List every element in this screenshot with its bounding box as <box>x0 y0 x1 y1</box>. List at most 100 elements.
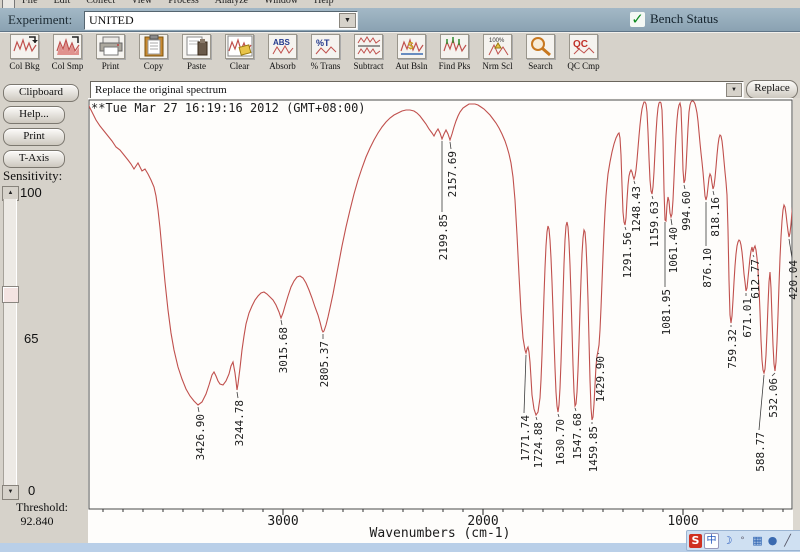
experiment-combobox[interactable]: UNITED ▼ <box>84 11 358 30</box>
search-icon <box>526 34 555 59</box>
toolbar-button-label: Subtract <box>353 61 384 71</box>
chevron-down-icon[interactable]: ▼ <box>339 13 356 28</box>
sensitivity-slider-thumb[interactable] <box>2 286 19 303</box>
svg-text:QC: QC <box>573 39 588 50</box>
print-button[interactable]: Print <box>3 128 65 146</box>
peak-label: 2805.37 <box>318 341 331 388</box>
peak-label: 1724.88 <box>532 422 545 469</box>
spectrum-title: **Tue Mar 27 16:19:16 2012 (GMT+08:00) <box>91 101 366 115</box>
paste-button[interactable]: Paste <box>175 33 218 72</box>
t-axis-button[interactable]: T-Axis <box>3 150 65 168</box>
nrm-scl-button[interactable]: 100% Nrm Scl <box>476 33 519 72</box>
toolbar-button-label: Search <box>528 61 553 71</box>
document-icon <box>2 0 15 8</box>
search-button[interactable]: Search <box>519 33 562 72</box>
find-pks-icon <box>440 34 469 59</box>
menu-item-edit[interactable]: Edit <box>53 0 71 6</box>
peak-label: 1291.56 <box>621 232 634 279</box>
svg-text:$: $ <box>408 41 414 52</box>
col-smp-button[interactable]: Col Smp <box>46 33 89 72</box>
col-bkg-icon <box>10 34 39 59</box>
experiment-label: Experiment: <box>8 12 73 27</box>
peak-label: 1248.43 <box>630 186 643 233</box>
chevron-down-icon[interactable]: ▼ <box>726 83 742 97</box>
peak-label: 759.32 <box>726 329 739 369</box>
sogou-icon[interactable]: S <box>689 533 702 548</box>
x-axis-label: Wavenumbers (cm-1) <box>369 526 511 541</box>
percent-trans-icon: %T <box>311 34 340 59</box>
peak-label: 588.77 <box>754 432 767 472</box>
language-icon[interactable]: 中 <box>704 532 719 549</box>
plot-right-gutter <box>793 98 800 543</box>
spectrum-action-combobox[interactable]: Replace the original spectrum ▼ <box>90 81 744 99</box>
peak-label: 2157.69 <box>446 151 459 198</box>
menu-item-view[interactable]: View <box>131 0 153 6</box>
experiment-combobox-value: UNITED <box>89 13 134 27</box>
toolbar-button-label: Copy <box>143 61 164 71</box>
clear-button[interactable]: Clear <box>218 33 261 72</box>
replace-button[interactable]: Replace <box>746 80 798 99</box>
menu-item-window[interactable]: Window <box>264 0 299 6</box>
toolbar-button-label: Col Bkg <box>9 61 40 71</box>
menu-item-analyze[interactable]: Analyze <box>214 0 249 6</box>
moon-icon[interactable]: ☽ <box>722 533 733 547</box>
qc-cmp-button[interactable]: QC QC Cmp <box>562 33 605 72</box>
menu-item-process[interactable]: Process <box>168 0 199 6</box>
absorb-button[interactable]: ABS Absorb <box>261 33 304 72</box>
spectrum-action-value: Replace the original spectrum <box>95 84 227 96</box>
toolbar: Col Bkg Col Smp Print Copy Paste Clear ABS Abso… <box>0 32 800 74</box>
peak-label: 1081.95 <box>660 289 673 336</box>
clipboard-button[interactable]: Clipboard <box>3 84 79 102</box>
check-icon: ✓ <box>630 9 645 28</box>
sensitivity-max-value: 100 <box>20 185 42 200</box>
peak-label: 818.16 <box>709 197 722 237</box>
peak-label: 2199.85 <box>437 214 450 261</box>
peak-label: 3015.68 <box>277 327 290 374</box>
col-bkg-button[interactable]: Col Bkg <box>3 33 46 72</box>
peak-label: 3244.78 <box>233 400 246 447</box>
toolbar-button-label: Clear <box>229 61 250 71</box>
action-bar: Replace the original spectrum ▼ Replace <box>88 73 800 100</box>
x-tick-label: 1000 <box>667 514 699 529</box>
aut-bsln-button[interactable]: $ Aut Bsln <box>390 33 433 72</box>
copy-button[interactable]: Copy <box>132 33 175 72</box>
wrench-icon[interactable]: ╱ <box>784 533 791 547</box>
peak-label: 420.04 <box>787 260 800 300</box>
peak-label: 1061.40 <box>667 227 680 274</box>
svg-text:%T: %T <box>316 38 330 48</box>
bench-status: ✓ Bench Status <box>630 11 718 27</box>
keyboard-icon[interactable]: ▦ <box>752 533 763 547</box>
peak-label: 1771.74 <box>519 415 532 462</box>
col-smp-icon <box>53 34 82 59</box>
help--button[interactable]: Help... <box>3 106 65 124</box>
bench-status-label: Bench Status <box>650 11 719 26</box>
menu-item-help[interactable]: Help <box>314 0 334 6</box>
find-pks-button[interactable]: Find Pks <box>433 33 476 72</box>
-trans-button[interactable]: %T % Trans <box>304 33 347 72</box>
clear-icon <box>225 34 254 59</box>
toolbar-button-label: Aut Bsln <box>395 61 428 71</box>
peak-label: 994.60 <box>680 191 693 231</box>
toolbar-button-label: QC Cmp <box>567 61 600 71</box>
print-button[interactable]: Print <box>89 33 132 72</box>
toolbar-button-label: Paste <box>187 61 206 71</box>
dot-icon[interactable]: ° <box>740 535 745 546</box>
sensitivity-slider-track[interactable] <box>3 199 17 485</box>
peak-label: 3426.90 <box>194 414 207 461</box>
x-tick-label: 3000 <box>267 514 299 529</box>
person-icon[interactable]: ● <box>767 533 778 547</box>
subtract-button[interactable]: Subtract <box>347 33 390 72</box>
print-icon <box>96 34 125 59</box>
sensitivity-mid-value: 65 <box>24 331 39 346</box>
experiment-bar: Experiment: UNITED ▼ ✓ Bench Status <box>0 8 800 32</box>
toolbar-button-label: Find Pks <box>438 61 471 71</box>
slider-down-arrow-icon[interactable]: ▼ <box>2 485 19 500</box>
peak-label: 1429.90 <box>594 356 607 403</box>
paste-icon <box>182 34 211 59</box>
peak-label: 671.01 <box>741 298 754 338</box>
toolbar-button-label: Print <box>101 61 120 71</box>
copy-icon <box>139 34 168 59</box>
menu-item-file[interactable]: File <box>22 0 38 6</box>
peak-label: 532.06 <box>767 378 780 418</box>
menu-item-collect[interactable]: Collect <box>86 0 116 6</box>
